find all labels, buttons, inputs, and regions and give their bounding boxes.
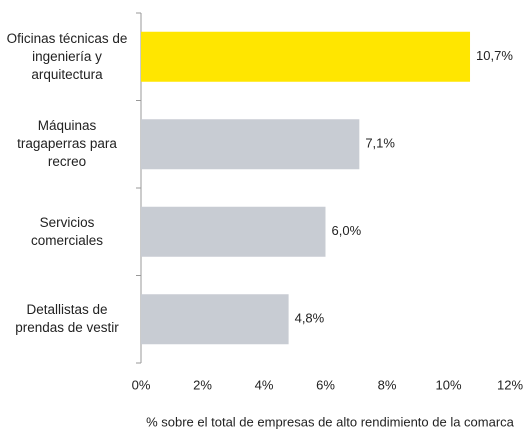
value-label: 10,7% bbox=[476, 48, 513, 63]
x-tick-label: 10% bbox=[435, 377, 461, 392]
bar bbox=[141, 31, 471, 82]
bar bbox=[141, 294, 289, 345]
x-tick-label: 8% bbox=[378, 377, 397, 392]
x-tick-label: 4% bbox=[255, 377, 274, 392]
y-tick-label: Servicios comerciales bbox=[30, 214, 104, 248]
value-label: 7,1% bbox=[365, 136, 395, 151]
x-tick-label: 0% bbox=[132, 377, 151, 392]
value-label: 6,0% bbox=[332, 223, 362, 238]
y-tick-label: Oficinas técnicas de ingeniería y arquit… bbox=[6, 30, 128, 82]
x-tick-label: 6% bbox=[316, 377, 335, 392]
x-axis-title: % sobre el total de empresas de alto ren… bbox=[146, 414, 515, 429]
bar bbox=[141, 119, 360, 170]
bar bbox=[141, 206, 326, 257]
y-tick-label: Detallistas de prendas de vestir bbox=[15, 302, 119, 336]
value-label: 4,8% bbox=[295, 311, 325, 326]
y-tick-label: Máquinas tragaperras para recreo bbox=[17, 118, 117, 170]
x-tick-label: 2% bbox=[193, 377, 212, 392]
x-tick-label: 12% bbox=[497, 377, 523, 392]
